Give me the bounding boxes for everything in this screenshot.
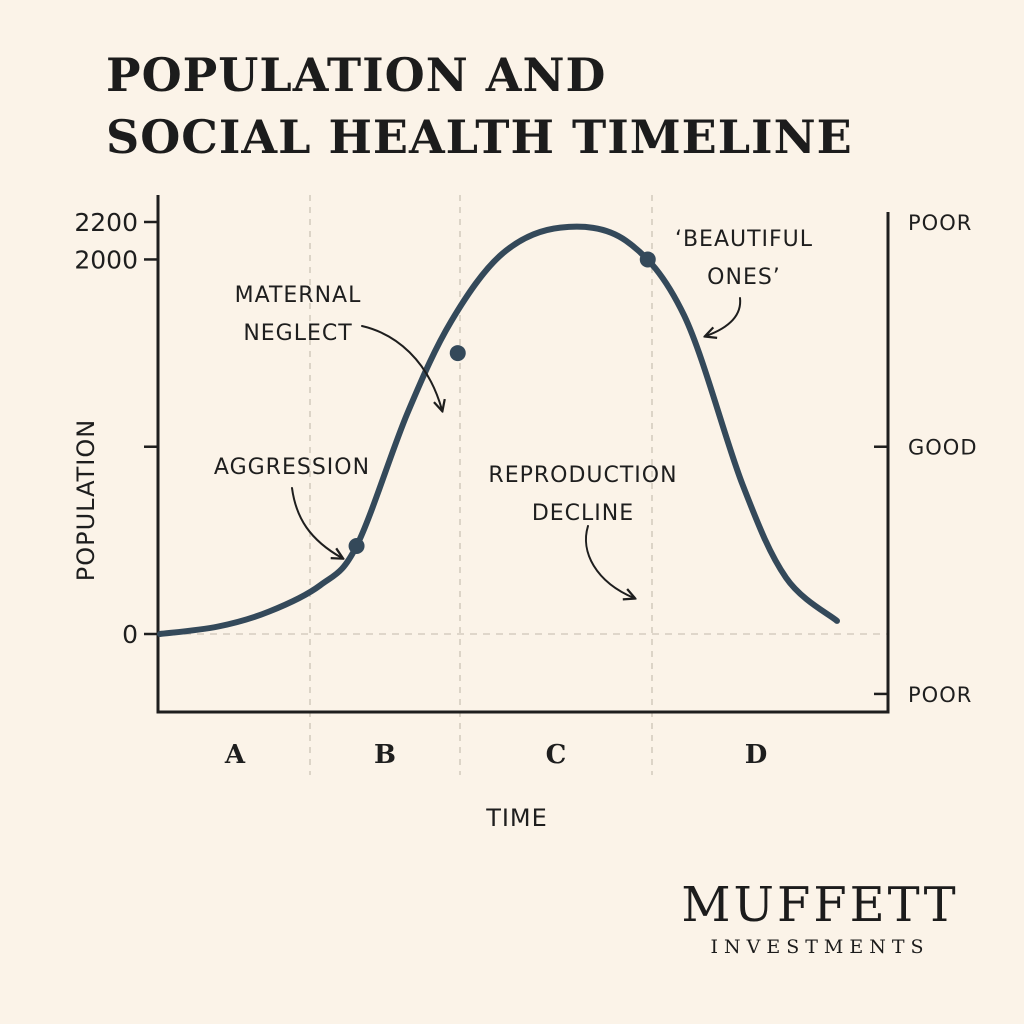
labels-layer: 0 2000 2200 POOR GOOD POOR POPULATION TIME A B C D A… xyxy=(72,208,978,832)
annotation-marker-1 xyxy=(449,345,466,362)
chart-title: POPULATION AND SOCIAL HEALTH TIMELINE xyxy=(106,44,853,168)
x-axis-title: TIME xyxy=(485,804,548,832)
annotation-label-0-line-0: AGGRESSION xyxy=(214,455,370,480)
annotation-label-0: AGGRESSION xyxy=(214,455,370,480)
chart-title-line-2: SOCIAL HEALTH TIMELINE xyxy=(106,110,853,164)
chart-title-line-1: POPULATION AND xyxy=(106,48,607,102)
y-axis-title: POPULATION xyxy=(72,419,100,581)
axes-layer xyxy=(144,195,890,714)
annotation-label-2: REPRODUCTION DECLINE xyxy=(488,463,677,526)
phase-label-b: B xyxy=(374,740,396,770)
right-axis-label-1: GOOD xyxy=(908,436,978,460)
y-tick-label-3: 2200 xyxy=(74,208,138,237)
annotation-label-3-line-1: ONES’ xyxy=(707,265,781,290)
brand-name: MUFFETT xyxy=(681,877,959,933)
annotation-label-3: ‘BEAUTIFUL ONES’ xyxy=(675,227,813,290)
annotation-marker-0 xyxy=(348,537,365,554)
phase-label-a: A xyxy=(224,740,246,770)
y-tick-label-2: 2000 xyxy=(74,245,138,274)
annotation-marker-3 xyxy=(639,251,656,268)
right-axis-label-0: POOR xyxy=(908,211,972,235)
series-layer xyxy=(157,223,840,637)
grid-layer xyxy=(158,195,888,775)
annotation-arrow-2 xyxy=(585,525,634,598)
annotation-label-3-line-0: ‘BEAUTIFUL xyxy=(675,227,813,252)
phase-label-d: D xyxy=(745,740,768,770)
annotation-label-2-line-1: DECLINE xyxy=(532,501,634,526)
brand-logo: MUFFETT INVESTMENTS xyxy=(660,876,980,960)
annotation-label-1-line-0: MATERNAL xyxy=(235,283,362,308)
annotation-arrow-1 xyxy=(361,325,442,410)
population-curve-0 xyxy=(157,223,840,637)
annotation-arrow-3 xyxy=(706,297,742,336)
annotation-label-1: MATERNAL NEGLECT xyxy=(235,283,362,346)
annotation-label-1-line-1: NEGLECT xyxy=(243,321,352,346)
right-axis-label-2: POOR xyxy=(908,683,972,707)
brand-subtitle: INVESTMENTS xyxy=(710,936,930,958)
y-tick-label-0: 0 xyxy=(122,620,138,649)
phase-label-c: C xyxy=(546,740,567,770)
annotation-arrow-0 xyxy=(291,487,342,558)
annotation-label-2-line-0: REPRODUCTION xyxy=(488,463,677,488)
